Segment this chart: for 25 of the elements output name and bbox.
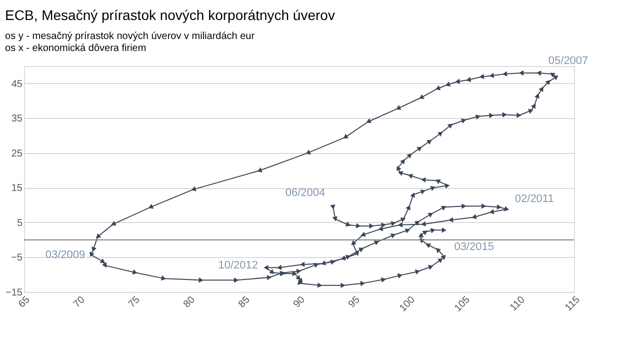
y-tick-label: 45 [11,78,23,90]
y-tick-label: 25 [11,148,23,160]
x-tick-label: 95 [346,294,363,310]
x-tick-label: 110 [508,294,528,314]
annotation: 10/2012 [218,260,258,272]
y-tick-label: −5 [11,252,23,264]
text: os x - ekonomická dôvera firiem [5,42,146,54]
annotation: 02/2011 [514,193,554,206]
y-tick-label: 5 [16,218,23,229]
x-tick-label: 75 [126,294,143,310]
x-tick-label: 105 [452,294,473,314]
annotation: 03/2009 [45,248,86,261]
y-tick-label: 15 [11,183,23,194]
annotation: 05/2007 [548,54,588,67]
x-tick-label: 70 [72,294,88,310]
x-tick-label: 115 [563,294,583,314]
x-tick-label: 100 [398,294,418,314]
text: os y - mesačný prírastok nových úverov v miliardách eur [5,30,255,42]
chart-title: ECB, Mesačný prírastok nových korporátnych úverov [5,6,335,23]
annotation: 03/2015 [454,241,494,254]
x-tick-label: 90 [292,294,308,310]
x-tick-label: 85 [236,294,253,310]
annotation: 06/2004 [285,187,326,200]
x-tick-label: 80 [182,294,198,310]
y-tick-label: 35 [11,114,23,125]
